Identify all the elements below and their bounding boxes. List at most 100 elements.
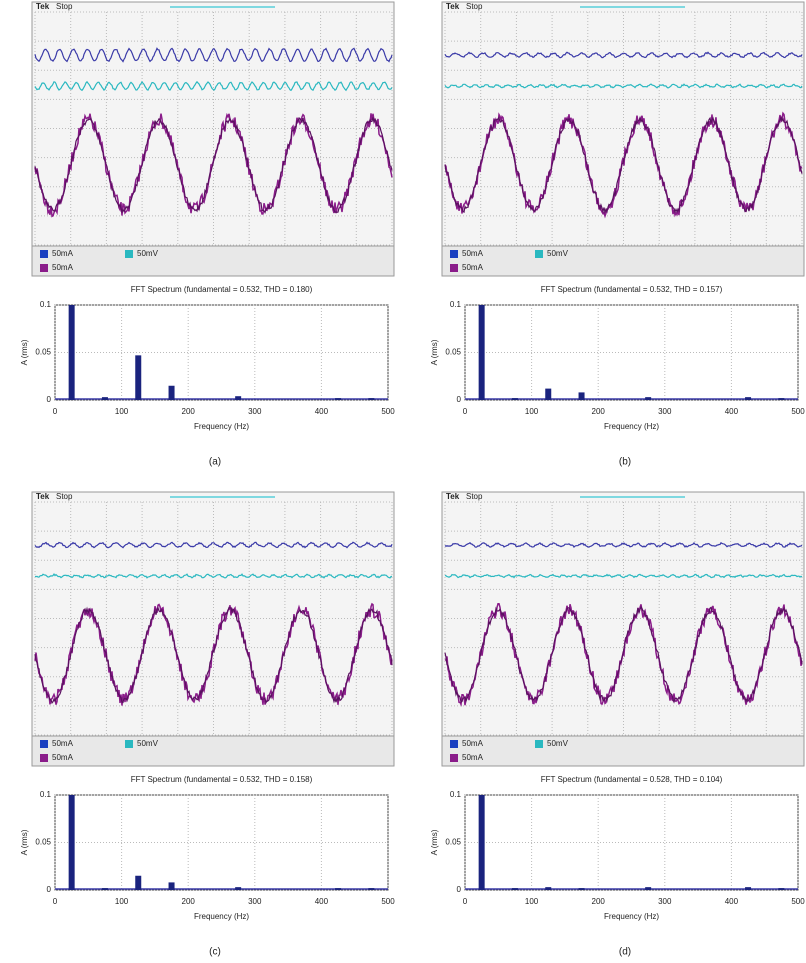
chart-title: FFT Spectrum (fundamental = 0.532, THD =…: [131, 285, 313, 294]
bar: [335, 398, 341, 400]
x-tick-label: 0: [53, 407, 58, 416]
y-axis-label: A (rms): [430, 829, 439, 855]
y-tick-label: 0: [47, 885, 52, 894]
x-tick-label: 0: [463, 897, 468, 906]
bar: [745, 887, 751, 890]
scope-brand: Tek: [446, 2, 460, 11]
x-tick-label: 400: [315, 897, 329, 906]
bar: [135, 876, 141, 890]
bar: [169, 882, 175, 890]
x-axis-label: Frequency (Hz): [604, 912, 659, 921]
x-axis-label: Frequency (Hz): [194, 912, 249, 921]
x-tick-label: 200: [182, 407, 196, 416]
y-tick-label: 0.05: [35, 838, 51, 847]
x-tick-label: 100: [115, 407, 129, 416]
bar: [545, 887, 551, 890]
plot-area: [465, 795, 798, 890]
scope-footer: [32, 246, 394, 276]
scope-status: Stop: [466, 2, 483, 11]
y-tick-label: 0.1: [450, 790, 462, 799]
bar: [69, 305, 75, 400]
channel-scale: 50mA: [52, 739, 74, 748]
chart-title: FFT Spectrum (fundamental = 0.532, THD =…: [131, 775, 313, 784]
x-tick-label: 400: [315, 407, 329, 416]
channel-scale: 50mV: [137, 739, 159, 748]
x-tick-label: 300: [248, 407, 262, 416]
scope-brand: Tek: [36, 2, 50, 11]
y-tick-label: 0.05: [445, 838, 461, 847]
channel-scale: 50mA: [462, 249, 484, 258]
channel-badge: [125, 740, 133, 748]
bar: [135, 355, 141, 400]
channel-scale: 50mA: [462, 263, 484, 272]
x-axis-label: Frequency (Hz): [604, 422, 659, 431]
bar: [169, 386, 175, 400]
y-tick-label: 0.05: [35, 348, 51, 357]
channel-badge: [450, 250, 458, 258]
x-tick-label: 300: [248, 897, 262, 906]
y-axis-label: A (rms): [430, 339, 439, 365]
bar: [235, 887, 241, 890]
y-tick-label: 0.1: [40, 300, 52, 309]
channel-scale: 50mV: [137, 249, 159, 258]
x-tick-label: 400: [725, 897, 739, 906]
channel-scale: 50mV: [547, 249, 569, 258]
y-axis-label: A (rms): [20, 339, 29, 365]
x-tick-label: 0: [463, 407, 468, 416]
channel-scale: 50mA: [52, 263, 74, 272]
chart-title: FFT Spectrum (fundamental = 0.532, THD =…: [541, 285, 723, 294]
channel-badge: [535, 250, 543, 258]
bar: [645, 887, 651, 890]
y-tick-label: 0: [47, 395, 52, 404]
figure: Tek Stop 50mA 50mV 50mA (a) FFT Spectrum (fund…: [0, 0, 806, 963]
x-tick-label: 400: [725, 407, 739, 416]
bar: [368, 888, 374, 890]
panel-label: (a): [209, 457, 221, 468]
channel-badge: [40, 754, 48, 762]
bar: [235, 396, 241, 400]
x-tick-label: 500: [791, 407, 805, 416]
channel-badge: [40, 264, 48, 272]
scope-status: Stop: [466, 492, 483, 501]
scope-brand: Tek: [36, 492, 50, 501]
y-tick-label: 0: [457, 885, 462, 894]
panel-label: (d): [619, 947, 631, 958]
x-tick-label: 500: [381, 897, 395, 906]
scope-status: Stop: [56, 492, 73, 501]
x-tick-label: 500: [791, 897, 805, 906]
bar: [102, 888, 108, 890]
x-tick-label: 200: [182, 897, 196, 906]
x-tick-label: 200: [592, 897, 606, 906]
x-tick-label: 200: [592, 407, 606, 416]
channel-scale: 50mA: [52, 753, 74, 762]
plot-area: [465, 305, 798, 400]
channel-badge: [450, 754, 458, 762]
y-tick-label: 0: [457, 395, 462, 404]
scope-footer: [442, 246, 804, 276]
channel-badge: [40, 740, 48, 748]
bar: [778, 398, 784, 400]
x-axis-label: Frequency (Hz): [194, 422, 249, 431]
y-tick-label: 0.1: [40, 790, 52, 799]
x-tick-label: 100: [525, 407, 539, 416]
bar: [368, 398, 374, 400]
channel-scale: 50mV: [547, 739, 569, 748]
x-tick-label: 100: [115, 897, 129, 906]
bar: [335, 888, 341, 890]
bar: [545, 389, 551, 400]
bar: [579, 392, 585, 400]
bar: [645, 397, 651, 400]
channel-scale: 50mA: [462, 753, 484, 762]
bar: [479, 795, 485, 890]
scope-status: Stop: [56, 2, 73, 11]
x-tick-label: 500: [381, 407, 395, 416]
x-tick-label: 300: [658, 407, 672, 416]
x-tick-label: 0: [53, 897, 58, 906]
bar: [69, 795, 75, 890]
y-axis-label: A (rms): [20, 829, 29, 855]
bar: [512, 398, 518, 400]
channel-badge: [535, 740, 543, 748]
y-tick-label: 0.1: [450, 300, 462, 309]
scope-footer: [32, 736, 394, 766]
channel-scale: 50mA: [462, 739, 484, 748]
